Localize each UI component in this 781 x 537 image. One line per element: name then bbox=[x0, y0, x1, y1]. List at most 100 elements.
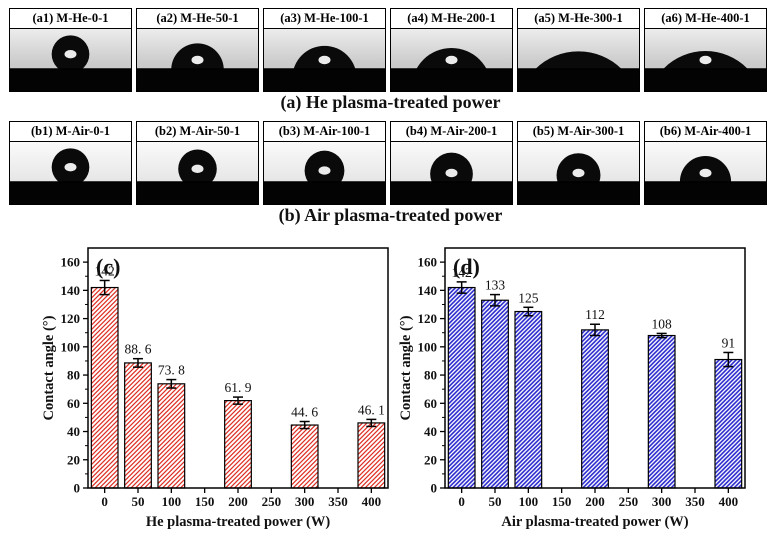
droplet-image bbox=[518, 51, 639, 91]
droplet-image bbox=[391, 47, 512, 91]
svg-text:61. 9: 61. 9 bbox=[225, 380, 252, 395]
svg-text:400: 400 bbox=[362, 494, 382, 509]
droplet-panel-b6: (b6) M-Air-400-1 bbox=[644, 121, 767, 205]
svg-text:He plasma-treated power (W): He plasma-treated power (W) bbox=[146, 514, 330, 530]
droplet-panel-a6: (a6) M-He-400-1 bbox=[644, 8, 767, 92]
svg-text:250: 250 bbox=[262, 494, 282, 509]
droplet-panel-label: (a4) M-He-200-1 bbox=[391, 9, 512, 29]
droplet-image bbox=[518, 153, 639, 204]
droplet-photo bbox=[391, 142, 512, 204]
droplet-photo bbox=[645, 142, 766, 204]
droplet-image bbox=[391, 152, 512, 204]
bar-chart-he: 142 88. 6 73. 8 61. 9 44. 6 46. 1 0 20 40 60 80 100… bbox=[41, 247, 389, 530]
droplet-photo bbox=[645, 29, 766, 91]
droplet-panel-b5: (b5) M-Air-300-1 bbox=[517, 121, 640, 205]
svg-text:0: 0 bbox=[458, 494, 465, 509]
svg-text:0: 0 bbox=[74, 481, 81, 496]
svg-text:300: 300 bbox=[295, 494, 315, 509]
droplet-photo bbox=[137, 29, 258, 91]
caption-he-row: (a) He plasma-treated power bbox=[280, 92, 501, 112]
svg-text:46. 1: 46. 1 bbox=[358, 402, 385, 417]
droplet-image bbox=[264, 45, 385, 91]
droplet-panel-label: (b2) M-Air-50-1 bbox=[137, 122, 258, 142]
svg-text:150: 150 bbox=[552, 494, 572, 509]
bar-chart-air: 142 133 125 112 108 91 0 20 40 60 80 100 120 140 160 0 5… bbox=[398, 247, 746, 530]
droplet-photo bbox=[518, 142, 639, 204]
svg-text:60: 60 bbox=[67, 396, 80, 411]
svg-text:91: 91 bbox=[722, 335, 736, 350]
droplet-image bbox=[10, 35, 131, 91]
droplet-row-he: (a1) M-He-0-1 (a2) M-He-50-1 (a3) M-He-1… bbox=[9, 8, 775, 92]
svg-text:350: 350 bbox=[685, 494, 705, 509]
svg-text:0: 0 bbox=[431, 481, 438, 496]
droplet-panel-label: (a2) M-He-50-1 bbox=[137, 9, 258, 29]
droplet-image bbox=[137, 43, 258, 91]
svg-text:250: 250 bbox=[619, 494, 639, 509]
svg-text:44. 6: 44. 6 bbox=[291, 405, 318, 420]
svg-text:300: 300 bbox=[652, 494, 672, 509]
droplet-photo bbox=[10, 142, 131, 204]
svg-text:350: 350 bbox=[328, 494, 348, 509]
svg-text:142: 142 bbox=[95, 263, 115, 278]
svg-text:200: 200 bbox=[585, 494, 605, 509]
droplet-panel-b3: (b3) M-Air-100-1 bbox=[263, 121, 386, 205]
droplet-panel-label: (b6) M-Air-400-1 bbox=[645, 122, 766, 142]
droplet-panel-a3: (a3) M-He-100-1 bbox=[263, 8, 386, 92]
svg-text:400: 400 bbox=[719, 494, 739, 509]
droplet-panel-b1: (b1) M-Air-0-1 bbox=[9, 121, 132, 205]
droplet-photo bbox=[10, 29, 131, 91]
svg-text:160: 160 bbox=[61, 255, 81, 270]
svg-text:80: 80 bbox=[67, 368, 80, 383]
svg-text:140: 140 bbox=[418, 283, 438, 298]
svg-text:160: 160 bbox=[418, 255, 438, 270]
svg-text:100: 100 bbox=[418, 339, 438, 354]
svg-text:100: 100 bbox=[519, 494, 539, 509]
droplet-photo bbox=[264, 29, 385, 91]
droplet-panel-label: (a1) M-He-0-1 bbox=[10, 9, 131, 29]
svg-text:50: 50 bbox=[489, 494, 502, 509]
svg-text:142: 142 bbox=[452, 265, 472, 280]
droplet-panel-label: (b5) M-Air-300-1 bbox=[518, 122, 639, 142]
droplet-image bbox=[264, 150, 385, 204]
droplet-panel-b4: (b4) M-Air-200-1 bbox=[390, 121, 513, 205]
droplet-panel-label: (a3) M-He-100-1 bbox=[264, 9, 385, 29]
droplet-image bbox=[10, 148, 131, 204]
droplet-panel-label: (a5) M-He-300-1 bbox=[518, 9, 639, 29]
droplet-panel-label: (b4) M-Air-200-1 bbox=[391, 122, 512, 142]
svg-text:40: 40 bbox=[67, 424, 80, 439]
caption-air-row: (b) Air plasma-treated power bbox=[278, 205, 503, 225]
svg-text:140: 140 bbox=[61, 283, 81, 298]
svg-text:150: 150 bbox=[195, 494, 215, 509]
svg-text:20: 20 bbox=[424, 452, 437, 467]
svg-text:Contact angle (°): Contact angle (°) bbox=[41, 315, 57, 420]
svg-text:0: 0 bbox=[101, 494, 108, 509]
droplet-panel-a2: (a2) M-He-50-1 bbox=[136, 8, 259, 92]
svg-text:100: 100 bbox=[61, 339, 81, 354]
svg-text:133: 133 bbox=[485, 278, 506, 293]
droplet-panel-label: (b3) M-Air-100-1 bbox=[264, 122, 385, 142]
droplet-photo bbox=[391, 29, 512, 91]
droplet-image bbox=[645, 51, 766, 91]
droplet-panel-a1: (a1) M-He-0-1 bbox=[9, 8, 132, 92]
svg-text:108: 108 bbox=[652, 316, 673, 331]
svg-text:88. 6: 88. 6 bbox=[125, 342, 152, 357]
svg-text:120: 120 bbox=[61, 311, 81, 326]
svg-text:(d): (d) bbox=[453, 254, 480, 279]
droplet-image bbox=[645, 155, 766, 204]
droplet-photo bbox=[264, 142, 385, 204]
svg-text:60: 60 bbox=[424, 396, 437, 411]
svg-text:80: 80 bbox=[424, 368, 437, 383]
svg-text:40: 40 bbox=[424, 424, 437, 439]
svg-text:(c): (c) bbox=[96, 254, 120, 279]
svg-text:125: 125 bbox=[518, 290, 539, 305]
svg-text:100: 100 bbox=[162, 494, 182, 509]
svg-text:120: 120 bbox=[418, 311, 438, 326]
svg-text:50: 50 bbox=[132, 494, 145, 509]
droplet-photo bbox=[137, 142, 258, 204]
droplet-panel-a4: (a4) M-He-200-1 bbox=[390, 8, 513, 92]
droplet-panel-label: (a6) M-He-400-1 bbox=[645, 9, 766, 29]
svg-text:73. 8: 73. 8 bbox=[158, 363, 185, 378]
droplet-image bbox=[137, 149, 258, 204]
droplet-panel-a5: (a5) M-He-300-1 bbox=[517, 8, 640, 92]
